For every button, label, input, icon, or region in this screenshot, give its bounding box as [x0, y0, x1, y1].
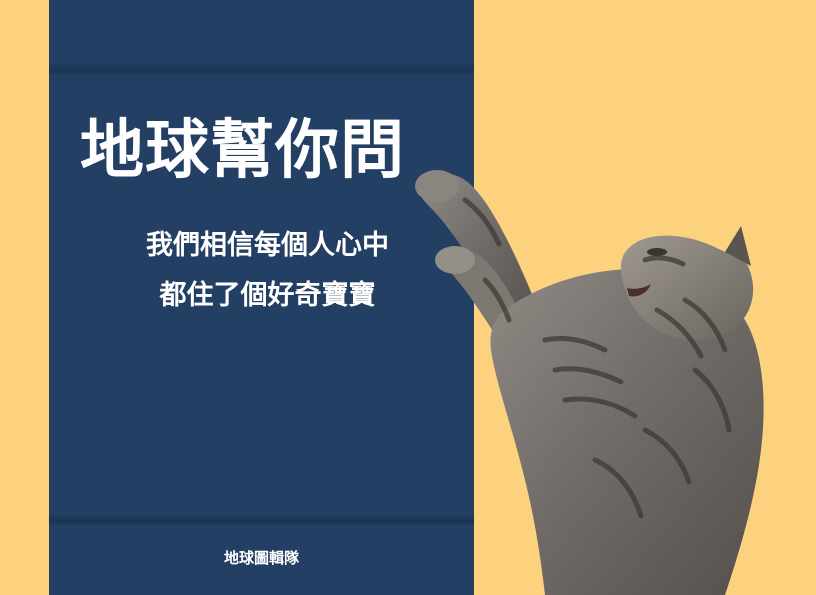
panel-band-top — [49, 62, 474, 76]
page-title: 地球幫你問 — [80, 114, 405, 188]
cat-fur-stripes — [462, 197, 732, 519]
cat-mouth — [627, 284, 651, 297]
footer-credit: 地球圖輯隊 — [223, 549, 299, 567]
cat-paw-lower — [435, 246, 475, 274]
cat-photo — [415, 170, 764, 595]
subtitle-line-1: 我們相信每個人心中 — [146, 230, 389, 261]
cat-paw-upper — [415, 170, 459, 202]
subtitle-line-2: 都住了個好奇寶寶 — [159, 280, 376, 311]
cat-front-leg-upper — [418, 172, 541, 332]
cat-ear — [725, 226, 751, 266]
title-panel: 地球幫你問 我們相信每個人心中 都住了個好奇寶寶 地球圖輯隊 — [49, 0, 474, 595]
cat-eye — [647, 248, 667, 256]
panel-band-bottom — [49, 514, 474, 526]
